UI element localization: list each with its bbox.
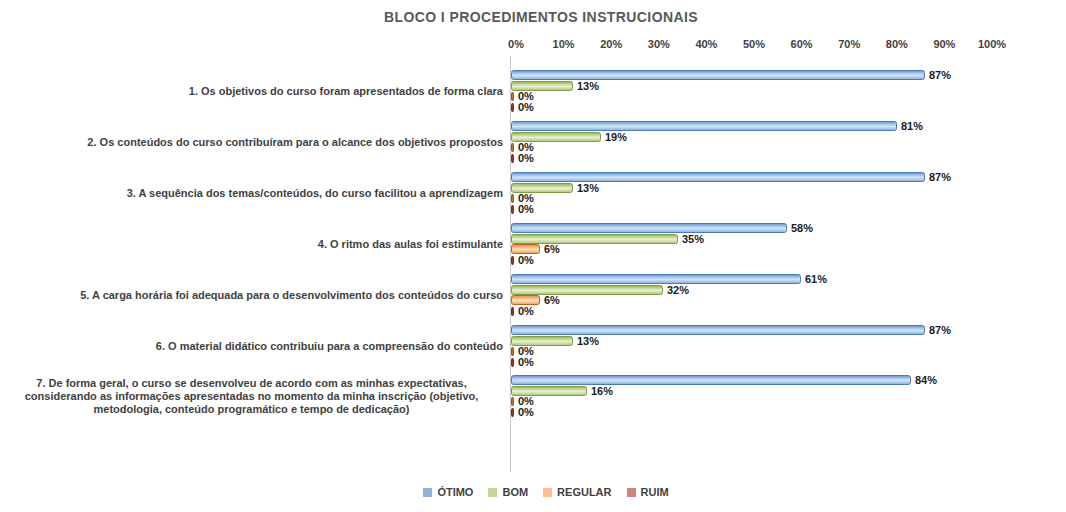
value-label: 0%	[518, 345, 534, 356]
zero-mark-regular	[511, 92, 514, 101]
bar-otimo	[511, 172, 925, 182]
value-label: 0%	[518, 406, 534, 417]
value-label: 0%	[518, 192, 534, 203]
value-label: 0%	[518, 356, 534, 367]
value-label: 32%	[667, 284, 689, 295]
survey-bar-chart: BLOCO I PROCEDIMENTOS INSTRUCIONAIS 0% 10…	[0, 0, 1066, 512]
legend-swatch-ruim	[627, 488, 636, 497]
x-tick-label: 20%	[589, 38, 633, 50]
value-label: 87%	[929, 324, 951, 335]
legend-swatch-otimo	[423, 488, 432, 497]
value-label: 87%	[929, 69, 951, 80]
category-label: 4. O ritmo das aulas foi estimulante	[0, 238, 503, 251]
legend-swatch-regular	[543, 488, 552, 497]
x-tick-label: 40%	[684, 38, 728, 50]
value-label: 61%	[805, 273, 827, 284]
value-label: 0%	[518, 90, 534, 101]
x-tick-label: 10%	[542, 38, 586, 50]
value-label: 0%	[518, 141, 534, 152]
category-label: 1. Os objetivos do curso foram apresenta…	[0, 85, 503, 98]
x-tick-label: 90%	[922, 38, 966, 50]
bar-bom	[511, 234, 678, 244]
x-tick-label: 30%	[637, 38, 681, 50]
x-tick-label: 60%	[780, 38, 824, 50]
legend-item-bom: BOM	[488, 486, 528, 498]
bar-otimo	[511, 70, 925, 80]
chart-title: BLOCO I PROCEDIMENTOS INSTRUCIONAIS	[0, 9, 1066, 25]
bar-regular	[511, 295, 540, 305]
value-label: 19%	[605, 131, 627, 142]
bar-otimo	[511, 325, 925, 335]
value-label: 13%	[577, 80, 599, 91]
category-label: 3. A sequência dos temas/conteúdos, do c…	[0, 187, 503, 200]
legend-label: REGULAR	[557, 486, 611, 498]
zero-mark-regular	[511, 397, 514, 406]
value-label: 58%	[791, 222, 813, 233]
bar-otimo	[511, 274, 801, 284]
legend-swatch-bom	[488, 488, 497, 497]
bar-bom	[511, 285, 663, 295]
x-tick-label: 100%	[970, 38, 1014, 50]
value-label: 13%	[577, 335, 599, 346]
value-label: 0%	[518, 203, 534, 214]
value-label: 6%	[544, 243, 560, 254]
value-label: 0%	[518, 305, 534, 316]
category-label: 2. Os conteúdos do curso contribuíram pa…	[0, 136, 503, 149]
x-tick-label: 0%	[494, 38, 538, 50]
bar-regular	[511, 244, 540, 254]
zero-mark-regular	[511, 347, 514, 356]
legend-item-ruim: RUIM	[627, 486, 669, 498]
value-label: 35%	[682, 233, 704, 244]
value-label: 84%	[915, 374, 937, 385]
zero-mark-ruim	[511, 205, 514, 214]
zero-mark-ruim	[511, 103, 514, 112]
value-label: 0%	[518, 152, 534, 163]
value-label: 87%	[929, 171, 951, 182]
legend-label: RUIM	[641, 486, 669, 498]
bar-otimo	[511, 223, 787, 233]
legend-item-otimo: ÓTIMO	[423, 486, 473, 498]
value-label: 0%	[518, 254, 534, 265]
zero-mark-ruim	[511, 408, 514, 417]
legend-label: BOM	[502, 486, 528, 498]
legend-item-regular: REGULAR	[543, 486, 611, 498]
x-tick-label: 80%	[875, 38, 919, 50]
zero-mark-regular	[511, 194, 514, 203]
legend: ÓTIMO BOM REGULAR RUIM	[26, 486, 1066, 498]
bar-otimo	[511, 375, 911, 385]
zero-mark-ruim	[511, 256, 514, 265]
value-label: 0%	[518, 101, 534, 112]
category-label: 6. O material didático contribuiu para a…	[0, 340, 503, 353]
zero-mark-ruim	[511, 358, 514, 367]
value-label: 6%	[544, 294, 560, 305]
category-label: 7. De forma geral, o curso se desenvolve…	[0, 377, 503, 416]
zero-mark-ruim	[511, 307, 514, 316]
zero-mark-regular	[511, 143, 514, 152]
bar-otimo	[511, 121, 897, 131]
value-label: 16%	[591, 385, 613, 396]
category-label: 5. A carga horária foi adequada para o d…	[0, 289, 503, 302]
zero-mark-ruim	[511, 154, 514, 163]
x-tick-label: 50%	[732, 38, 776, 50]
legend-label: ÓTIMO	[437, 486, 473, 498]
x-tick-label: 70%	[827, 38, 871, 50]
value-label: 0%	[518, 395, 534, 406]
value-label: 13%	[577, 182, 599, 193]
value-label: 81%	[901, 120, 923, 131]
